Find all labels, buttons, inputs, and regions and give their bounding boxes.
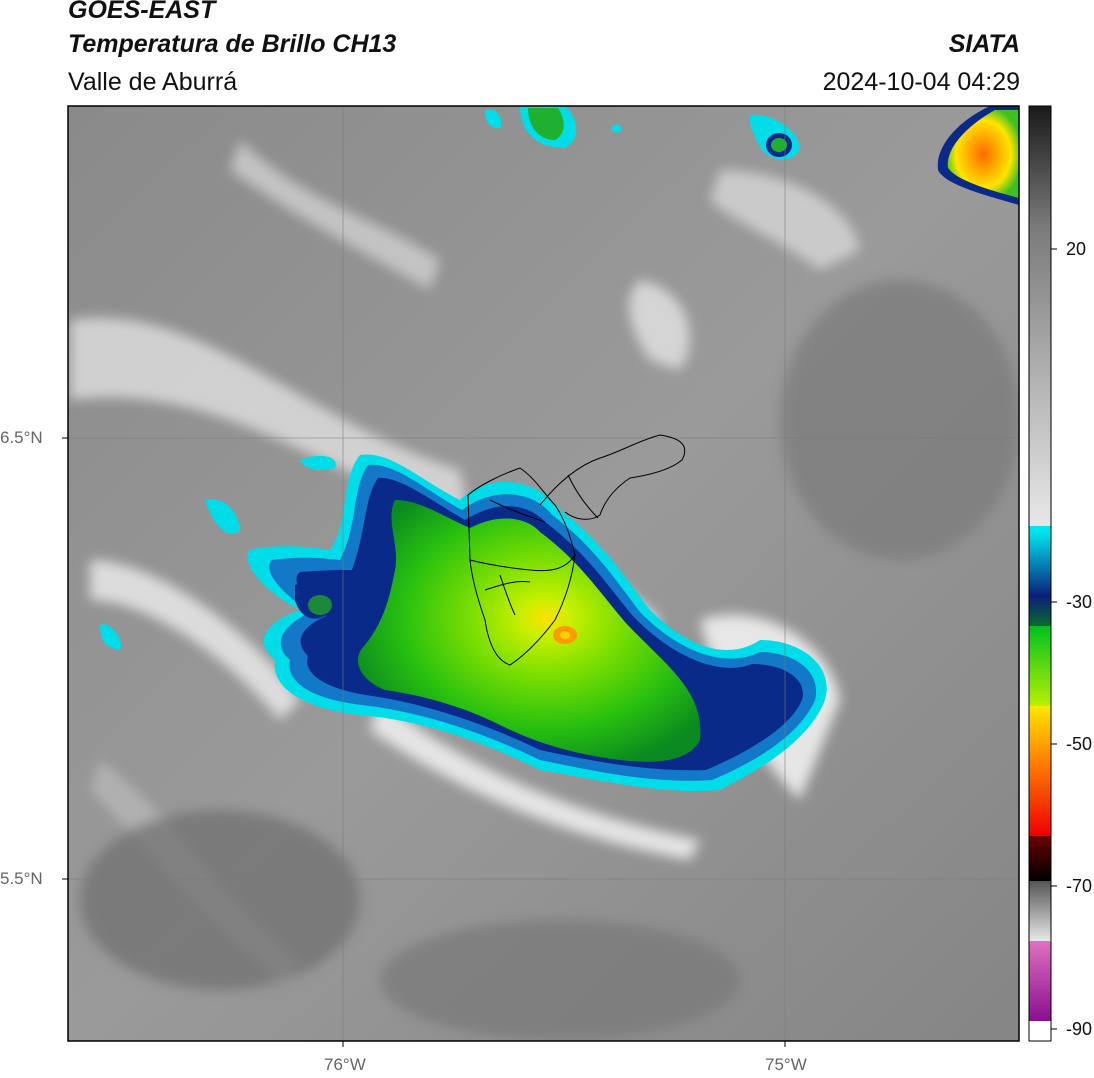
colorbar-segment <box>1029 706 1051 756</box>
colorbar-tick-minus90: -90 <box>1066 1019 1093 1039</box>
lon-label-76W: 76°W <box>324 1055 366 1074</box>
colorbar-segment <box>1029 1021 1051 1041</box>
lon-label-75W: 75°W <box>765 1055 807 1074</box>
temperature-colorbar <box>1029 106 1057 1041</box>
map-frame <box>67 105 1020 1042</box>
colorbar-segment <box>1029 836 1051 881</box>
colorbar-tick-minus70: -70 <box>1066 876 1093 896</box>
colorbar-segment <box>1029 532 1051 596</box>
colorbar-tick-minus50: -50 <box>1066 734 1093 754</box>
colorbar-segment <box>1029 626 1051 706</box>
brand-label: SIATA <box>948 30 1020 58</box>
colorbar-tick-minus30: -30 <box>1066 592 1093 612</box>
lat-label-6.5N: 6.5°N <box>0 428 43 447</box>
colorbar-segment <box>1029 106 1051 226</box>
municipal-boundaries <box>467 434 686 666</box>
colorbar-segment <box>1029 756 1051 836</box>
colorbar-segment <box>1029 226 1051 526</box>
map-subtitle: Temperatura de Brillo CH13 <box>68 30 397 58</box>
timestamp-label: 2024-10-04 04:29 <box>822 68 1020 96</box>
colorbar-segment <box>1029 941 1051 1021</box>
colorbar-segment <box>1029 881 1051 941</box>
colorbar-segment <box>1029 526 1051 532</box>
colorbar-frame <box>1028 105 1052 1042</box>
map-title: GOES-EAST <box>68 0 216 24</box>
colorbar-tick-20: 20 <box>1066 239 1087 259</box>
colorbar-segment <box>1029 596 1051 626</box>
lat-label-5.5N: 5.5°N <box>0 869 43 888</box>
region-label: Valle de Aburrá <box>68 68 238 96</box>
